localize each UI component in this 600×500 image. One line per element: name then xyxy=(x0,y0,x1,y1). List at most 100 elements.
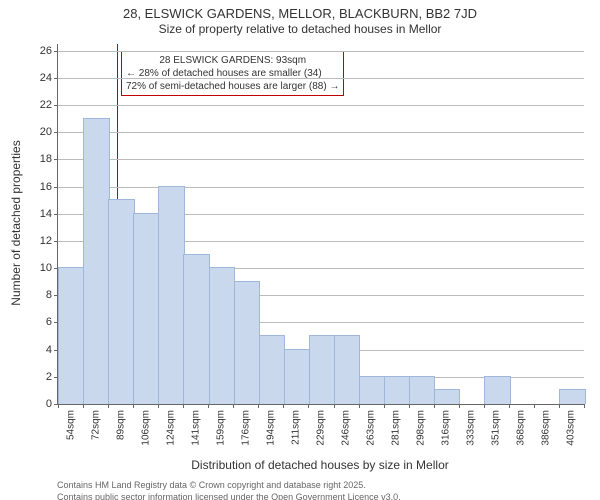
x-tick xyxy=(108,404,109,408)
y-tick-label: 8 xyxy=(46,289,52,301)
y-tick-label: 2 xyxy=(46,371,52,383)
y-tick-label: 6 xyxy=(46,316,52,328)
histogram-bar xyxy=(334,335,361,404)
x-tick xyxy=(158,404,159,408)
x-tick xyxy=(183,404,184,408)
y-tick-label: 4 xyxy=(46,344,52,356)
footer-attribution: Contains HM Land Registry data © Crown c… xyxy=(57,480,401,500)
x-tick xyxy=(334,404,335,408)
histogram-bar xyxy=(384,376,411,404)
histogram-bar xyxy=(359,376,386,404)
gridline xyxy=(58,187,584,188)
x-tick-label: 403sqm xyxy=(566,410,577,446)
x-tick xyxy=(133,404,134,408)
footer-line2: Contains public sector information licen… xyxy=(57,492,401,500)
x-tick xyxy=(484,404,485,408)
plot-area: 28 ELSWICK GARDENS: 93sqm ← 28% of detac… xyxy=(57,44,584,405)
x-tick-label: 263sqm xyxy=(366,410,377,446)
x-tick-label: 176sqm xyxy=(240,410,251,446)
y-tick-label: 26 xyxy=(40,45,52,57)
y-axis-label: Number of detached properties xyxy=(9,43,23,403)
y-tick xyxy=(54,187,58,188)
x-tick xyxy=(308,404,309,408)
y-tick xyxy=(54,78,58,79)
chart-container: { "title": { "line1": "28, ELSWICK GARDE… xyxy=(0,0,600,500)
x-tick-label: 368sqm xyxy=(516,410,527,446)
x-tick xyxy=(359,404,360,408)
x-tick-label: 229sqm xyxy=(316,410,327,446)
x-tick-label: 246sqm xyxy=(341,410,352,446)
histogram-bar xyxy=(108,199,135,404)
y-tick-label: 22 xyxy=(40,99,52,111)
y-tick xyxy=(54,241,58,242)
histogram-bar xyxy=(133,213,160,404)
x-tick xyxy=(409,404,410,408)
x-tick xyxy=(58,404,59,408)
y-tick-label: 12 xyxy=(40,235,52,247)
histogram-bar xyxy=(209,267,236,404)
gridline xyxy=(58,132,584,133)
y-tick xyxy=(54,51,58,52)
x-tick xyxy=(233,404,234,408)
x-tick-label: 386sqm xyxy=(541,410,552,446)
x-tick xyxy=(459,404,460,408)
x-tick-label: 72sqm xyxy=(90,410,101,440)
x-tick xyxy=(283,404,284,408)
y-tick-label: 14 xyxy=(40,208,52,220)
chart-title-line1: 28, ELSWICK GARDENS, MELLOR, BLACKBURN, … xyxy=(0,6,600,21)
histogram-bar xyxy=(434,389,461,404)
x-tick xyxy=(83,404,84,408)
x-tick-label: 159sqm xyxy=(215,410,226,446)
histogram-bar xyxy=(309,335,336,404)
footer-line1: Contains HM Land Registry data © Crown c… xyxy=(57,480,401,492)
y-tick-label: 24 xyxy=(40,72,52,84)
histogram-bar xyxy=(484,376,511,404)
x-tick xyxy=(384,404,385,408)
y-tick-label: 18 xyxy=(40,153,52,165)
histogram-bar xyxy=(83,118,110,404)
gridline xyxy=(58,159,584,160)
y-tick-label: 16 xyxy=(40,181,52,193)
x-tick xyxy=(208,404,209,408)
x-tick-label: 194sqm xyxy=(265,410,276,446)
x-tick xyxy=(584,404,585,408)
x-tick xyxy=(559,404,560,408)
x-tick-label: 281sqm xyxy=(391,410,402,446)
x-tick xyxy=(509,404,510,408)
gridline xyxy=(58,78,584,79)
y-tick xyxy=(54,105,58,106)
annotation-line1: 28 ELSWICK GARDENS: 93sqm xyxy=(126,54,339,67)
x-tick xyxy=(258,404,259,408)
histogram-bar xyxy=(409,376,436,404)
x-tick-label: 316sqm xyxy=(441,410,452,446)
y-tick xyxy=(54,214,58,215)
histogram-bar xyxy=(158,186,185,404)
histogram-bar xyxy=(183,254,210,404)
annotation-box: 28 ELSWICK GARDENS: 93sqm ← 28% of detac… xyxy=(121,51,344,96)
histogram-bar xyxy=(559,389,586,404)
x-tick xyxy=(434,404,435,408)
x-axis-label: Distribution of detached houses by size … xyxy=(57,458,583,472)
x-tick-label: 298sqm xyxy=(416,410,427,446)
x-tick xyxy=(534,404,535,408)
chart-subtitle: Size of property relative to detached ho… xyxy=(0,22,600,36)
y-tick-label: 20 xyxy=(40,126,52,138)
x-tick-label: 141sqm xyxy=(190,410,201,446)
x-tick-label: 89sqm xyxy=(115,410,126,440)
x-tick-label: 333sqm xyxy=(466,410,477,446)
x-tick-label: 211sqm xyxy=(290,410,301,445)
gridline xyxy=(58,51,584,52)
histogram-bar xyxy=(284,349,311,404)
gridline xyxy=(58,105,584,106)
y-tick xyxy=(54,132,58,133)
x-tick-label: 54sqm xyxy=(65,410,76,440)
histogram-bar xyxy=(259,335,286,404)
histogram-bar xyxy=(58,267,85,404)
y-tick-label: 10 xyxy=(40,262,52,274)
annotation-line3: 72% of semi-detached houses are larger (… xyxy=(126,80,339,93)
y-tick xyxy=(54,159,58,160)
histogram-bar xyxy=(234,281,261,404)
x-tick-label: 124sqm xyxy=(165,410,176,446)
y-tick-label: 0 xyxy=(46,398,52,410)
x-tick-label: 106sqm xyxy=(140,410,151,446)
